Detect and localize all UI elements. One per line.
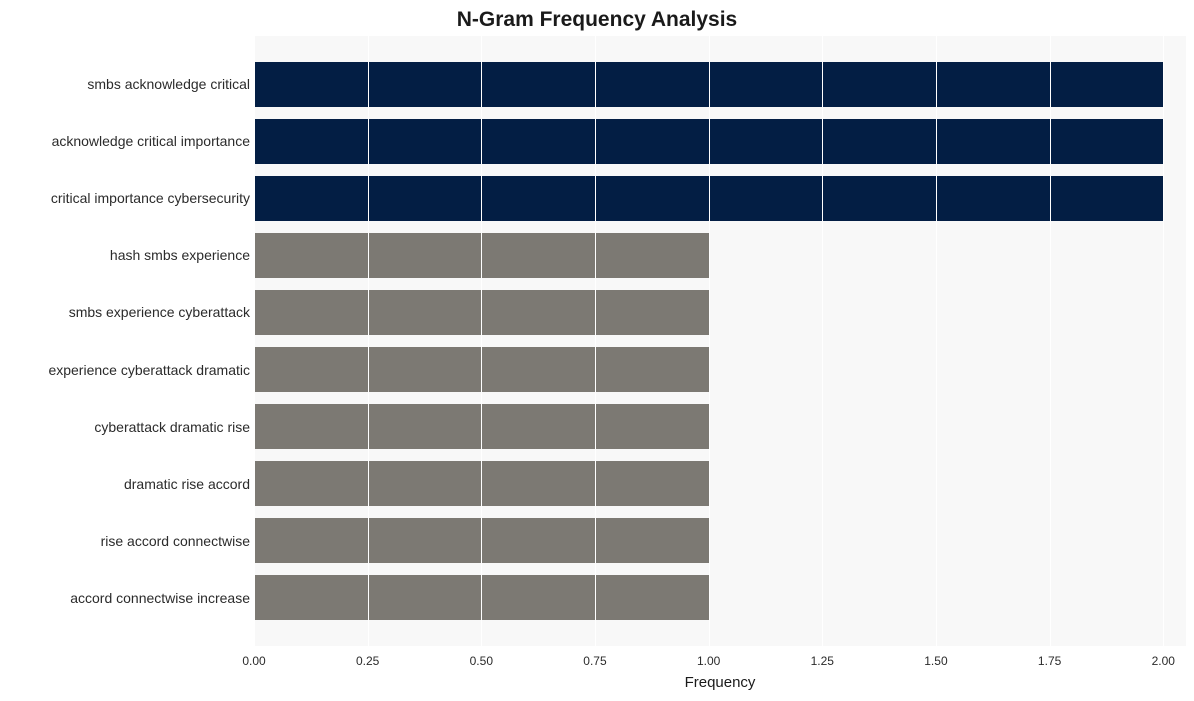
y-tick-label: dramatic rise accord bbox=[124, 476, 250, 492]
y-tick-label: cyberattack dramatic rise bbox=[94, 419, 250, 435]
x-tick-label: 1.50 bbox=[924, 654, 947, 668]
grid-line bbox=[368, 36, 369, 646]
x-tick-label: 1.00 bbox=[697, 654, 720, 668]
y-axis-labels: smbs acknowledge critical acknowledge cri… bbox=[0, 36, 250, 646]
x-tick-label: 2.00 bbox=[1152, 654, 1175, 668]
y-tick-label: smbs acknowledge critical bbox=[87, 76, 250, 92]
x-tick-label: 0.75 bbox=[583, 654, 606, 668]
x-tick-label: 1.25 bbox=[811, 654, 834, 668]
x-axis-title: Frequency bbox=[685, 674, 756, 691]
bar-slot bbox=[254, 347, 1186, 391]
x-tick-label: 0.25 bbox=[356, 654, 379, 668]
bar-slot bbox=[254, 233, 1186, 277]
bar-slot bbox=[254, 176, 1186, 220]
y-tick-label: smbs experience cyberattack bbox=[69, 304, 250, 320]
y-tick-label: rise accord connectwise bbox=[101, 533, 250, 549]
y-tick-label: experience cyberattack dramatic bbox=[48, 362, 250, 378]
grid-line bbox=[1163, 36, 1164, 646]
grid-line bbox=[936, 36, 937, 646]
chart-title: N-Gram Frequency Analysis bbox=[0, 0, 1194, 34]
x-tick-label: 0.50 bbox=[470, 654, 493, 668]
y-tick-label: hash smbs experience bbox=[110, 247, 250, 263]
plot-area bbox=[254, 36, 1186, 646]
grid-line bbox=[254, 36, 255, 646]
x-axis: Frequency 0.000.250.500.751.001.251.501.… bbox=[254, 646, 1186, 696]
bar-slot bbox=[254, 461, 1186, 505]
grid-line bbox=[822, 36, 823, 646]
grid-line bbox=[1050, 36, 1051, 646]
bars-container bbox=[254, 36, 1186, 646]
bar-slot bbox=[254, 119, 1186, 163]
grid-line bbox=[709, 36, 710, 646]
bar-slot bbox=[254, 518, 1186, 562]
bar-slot bbox=[254, 62, 1186, 106]
x-tick-label: 0.00 bbox=[242, 654, 265, 668]
bar-slot bbox=[254, 575, 1186, 619]
y-tick-label: critical importance cybersecurity bbox=[51, 190, 250, 206]
grid-line bbox=[595, 36, 596, 646]
y-tick-label: acknowledge critical importance bbox=[52, 133, 250, 149]
bar-slot bbox=[254, 404, 1186, 448]
grid-line bbox=[481, 36, 482, 646]
ngram-chart: N-Gram Frequency Analysis smbs acknowled… bbox=[0, 0, 1194, 701]
x-tick-label: 1.75 bbox=[1038, 654, 1061, 668]
y-tick-label: accord connectwise increase bbox=[70, 590, 250, 606]
bar-slot bbox=[254, 290, 1186, 334]
